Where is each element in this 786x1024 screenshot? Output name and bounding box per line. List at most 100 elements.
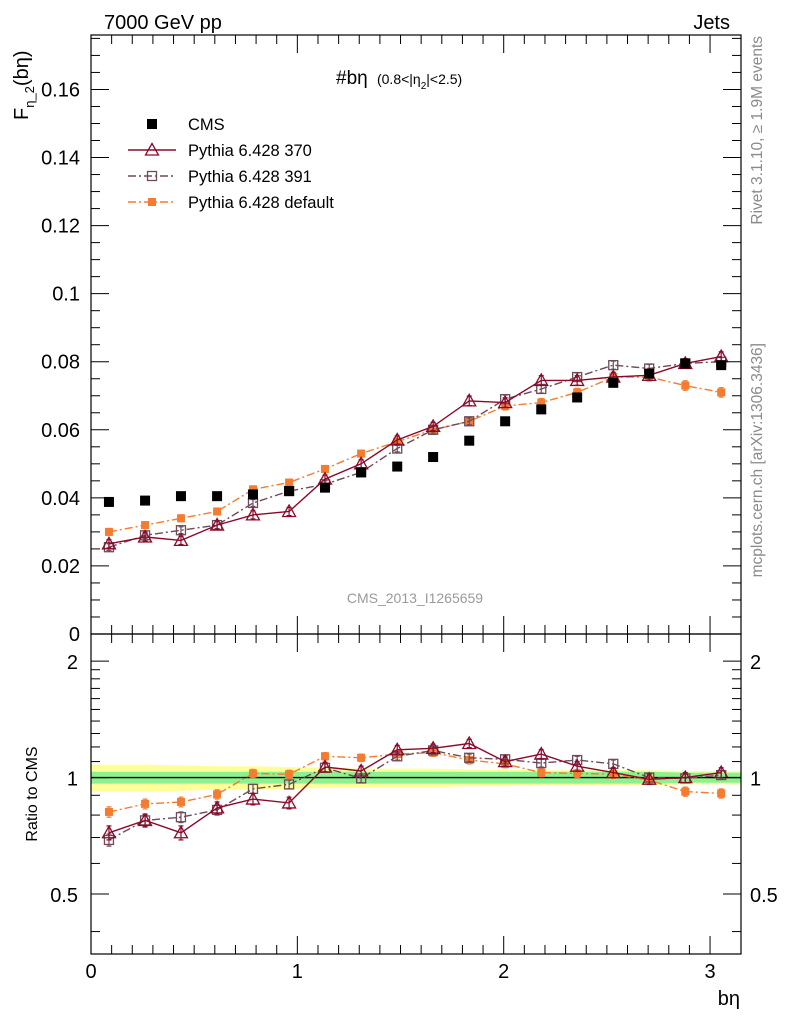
category-label: Jets xyxy=(693,12,730,34)
ratio-mc-1-point xyxy=(497,753,513,768)
main-mc-3-point xyxy=(717,388,726,397)
ratio-mc-3-point xyxy=(213,790,222,799)
plot-title-cut: (0.8<|η xyxy=(377,71,421,87)
legend-label: Pythia 6.428 default xyxy=(188,194,334,212)
x-tick-label: 1 xyxy=(292,961,303,983)
ratio-mc-3-point xyxy=(176,797,185,806)
main-cms-data-point xyxy=(392,461,403,472)
main-mc-3-point xyxy=(573,388,582,397)
main-mc-3-point xyxy=(537,398,546,407)
ratio-mc-3-point xyxy=(717,789,726,798)
main-y-tick-label: 0.16 xyxy=(41,79,80,101)
ratio-frame xyxy=(90,633,742,955)
ratio-y-tick-label: 1 xyxy=(67,769,78,791)
main-y-tick-label: 0.04 xyxy=(41,488,80,510)
main-mc-1-group xyxy=(101,348,729,550)
main-y-axis-label: Fη_2(bη) xyxy=(11,51,37,121)
main-mc-3-point xyxy=(213,507,222,516)
legend-entry: Pythia 6.428 default xyxy=(128,194,334,212)
ratio-mc-2-line xyxy=(108,749,722,841)
plot-title: #bη (0.8<|η2|<2.5) xyxy=(336,68,462,92)
main-mc-1-point xyxy=(173,532,189,547)
legend-marker xyxy=(146,170,158,182)
main-cms-data-group xyxy=(103,358,727,507)
plot-title-main: #bη xyxy=(336,68,368,89)
ratio-mc-3-point xyxy=(681,787,690,796)
ratio-y-tick-label-right: 2 xyxy=(750,652,761,674)
main-mc-3-point xyxy=(681,381,690,390)
ratio-y-tick-label-right: 1 xyxy=(750,769,761,791)
main-cms-data-point xyxy=(247,489,258,500)
ratio-y-axis-label: Ratio to CMS xyxy=(24,746,41,841)
main-y-tick-label: 0 xyxy=(69,624,80,646)
x-axis-label: bη xyxy=(718,988,740,1010)
ratio-mc-3-point xyxy=(104,807,113,816)
ratio-mc-3-point xyxy=(357,753,366,762)
ratio-mc-1-point xyxy=(245,791,261,805)
main-mc-1-line xyxy=(108,355,722,545)
main-mc-1-point xyxy=(497,394,513,409)
legend-label: Pythia 6.428 370 xyxy=(188,142,312,160)
ratio-mc-3-point xyxy=(248,769,257,778)
x-tick-label: 2 xyxy=(498,961,509,983)
ratio-mc-1-point xyxy=(713,764,729,779)
legend: CMS Pythia 6.428 370 Pythia 6.428 391 Pythi… xyxy=(128,116,334,212)
main-cms-data-point xyxy=(536,404,547,415)
main-mc-2-line xyxy=(108,361,722,548)
main-cms-data-point xyxy=(428,452,439,463)
legend-entry: Pythia 6.428 391 xyxy=(128,168,312,186)
ratio-series-layer xyxy=(101,735,729,847)
ratio-mc-1-point xyxy=(173,824,189,839)
ratio-mc-1-point xyxy=(389,741,405,756)
ratio-mc-1-point xyxy=(317,759,333,773)
ratio-mc-1-point xyxy=(533,746,549,760)
ratio-mc-2-point xyxy=(283,779,295,790)
main-mc-3-point xyxy=(357,449,366,458)
energy-label: 7000 GeV pp xyxy=(104,12,222,34)
main-cms-data-point xyxy=(212,491,223,502)
ratio-y-tick-label-right: 0.5 xyxy=(750,885,778,907)
main-y-label-sub: η_2 xyxy=(22,86,37,108)
rivet-version-label: Rivet 3.1.10, ≥ 1.9M events xyxy=(749,36,766,225)
ratio-mc-1-group xyxy=(101,735,729,841)
legend-marker xyxy=(147,119,157,129)
main-mc-1-point xyxy=(281,503,297,518)
main-panel: 0 0.02 0.04 0.06 0.08 0.1 0.12 0.14 0.16 #bη (0.… xyxy=(11,34,742,646)
ratio-y-tick-label: 2 xyxy=(67,652,78,674)
ratio-axis-ticks xyxy=(90,634,741,954)
main-mc-1-point xyxy=(461,393,477,407)
main-mc-2-point xyxy=(464,416,475,427)
main-cms-data-point xyxy=(284,486,295,497)
main-mc-1-point xyxy=(209,517,225,531)
ratio-mc-1-point xyxy=(677,769,693,784)
ratio-mc-3-point xyxy=(573,769,582,778)
ratio-mc-1-point xyxy=(209,800,225,814)
main-mc-3-point xyxy=(321,464,329,473)
main-cms-data-point xyxy=(320,482,330,493)
main-mc-1-point xyxy=(389,432,405,446)
main-y-label-f: F xyxy=(11,108,33,120)
ratio-tick-labels: 0.5 0.5 1 1 2 2 0 1 2 3 xyxy=(50,652,778,983)
main-mc-1-point xyxy=(101,535,117,550)
ratio-mc-1-point xyxy=(101,824,117,839)
legend-marker xyxy=(148,198,156,206)
ratio-mc-3-point xyxy=(285,770,294,779)
main-y-tick-label: 0.14 xyxy=(41,148,80,170)
main-mc-3-group xyxy=(104,372,726,536)
ratio-mc-2-point xyxy=(464,752,475,763)
ratio-mc-1-point xyxy=(569,758,585,772)
ratio-mc-1-point xyxy=(605,764,621,779)
ratio-mc-2-point xyxy=(175,812,187,823)
main-mc-1-point xyxy=(245,507,261,521)
ratio-mc-1-point xyxy=(353,763,369,777)
main-y-label-arg: (bη) xyxy=(11,51,33,87)
main-series-layer xyxy=(101,348,729,553)
mcplots-label: mcplots.cern.ch [arXiv:1306.3436] xyxy=(749,343,766,577)
main-y-tick-label: 0.08 xyxy=(41,352,80,374)
main-y-tick-label: 0.12 xyxy=(41,216,80,238)
main-mc-1-point xyxy=(137,529,153,543)
main-cms-data-point xyxy=(464,435,475,446)
main-cms-data-point xyxy=(680,358,691,369)
main-mc-1-point xyxy=(425,418,441,433)
